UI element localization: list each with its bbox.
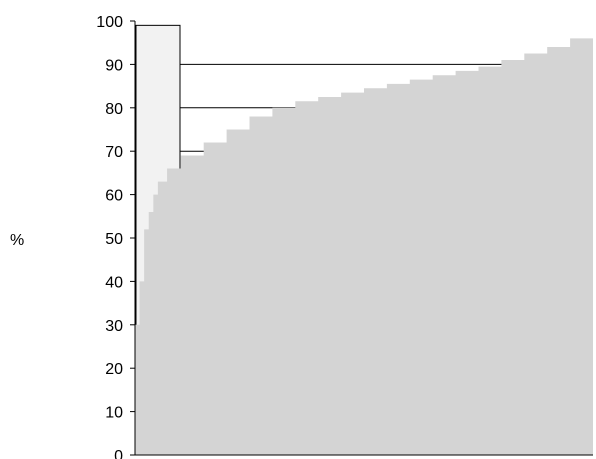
y-tick-label-0: 0 xyxy=(114,448,123,459)
y-tick-label-10: 10 xyxy=(105,405,123,422)
y-tick-label-60: 60 xyxy=(105,188,123,205)
y-axis-ticks: 0 10 20 30 40 50 60 70 80 90 100 xyxy=(96,14,135,459)
data-area xyxy=(135,21,593,455)
y-tick-label-20: 20 xyxy=(105,361,123,378)
y-tick-label-100: 100 xyxy=(96,14,123,31)
y-tick-label-50: 50 xyxy=(105,231,123,248)
y-axis-label: % xyxy=(10,232,24,249)
y-tick-label-70: 70 xyxy=(105,144,123,161)
y-tick-label-90: 90 xyxy=(105,57,123,74)
y-tick-label-40: 40 xyxy=(105,274,123,291)
y-tick-label-80: 80 xyxy=(105,101,123,118)
y-tick-label-30: 30 xyxy=(105,318,123,335)
